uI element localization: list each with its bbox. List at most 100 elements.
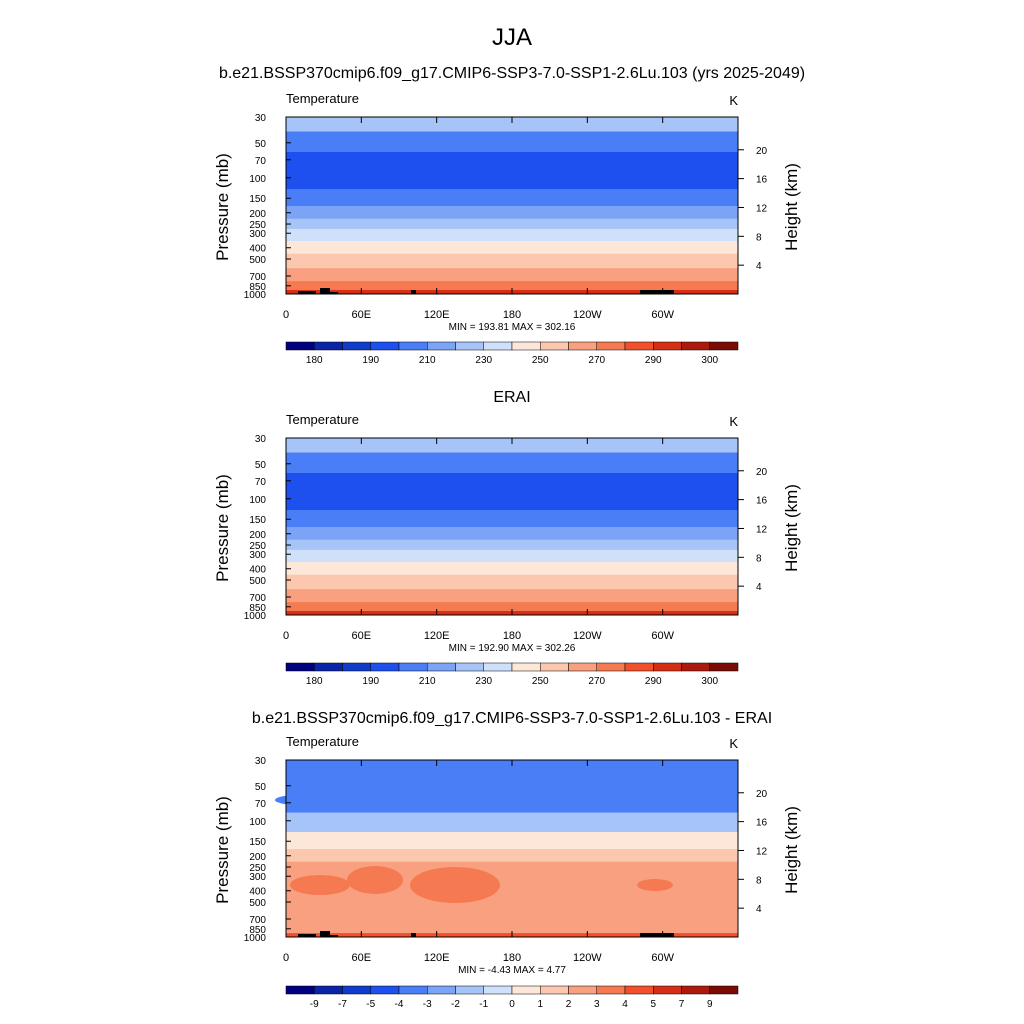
colorbar-cell bbox=[540, 662, 569, 672]
colorbar-label: 1 bbox=[537, 999, 543, 1010]
ytick-label: 500 bbox=[249, 255, 266, 266]
ytick-label: 850 bbox=[249, 282, 266, 293]
contour-band bbox=[286, 849, 738, 863]
contour-band bbox=[286, 861, 738, 873]
colorbar-cell bbox=[709, 662, 739, 672]
ytick-label: 400 bbox=[249, 244, 266, 255]
colorbar-label: 5 bbox=[650, 999, 656, 1010]
topography bbox=[330, 292, 338, 294]
panel-title: ERAI bbox=[493, 389, 530, 406]
colorbar-label: 230 bbox=[475, 676, 492, 687]
colorbar-cell bbox=[568, 985, 597, 995]
contour-band bbox=[286, 438, 738, 454]
xtick-label: 120W bbox=[573, 952, 602, 964]
ylabel-right: Height (km) bbox=[782, 484, 801, 572]
ytick-label: 30 bbox=[255, 113, 267, 124]
ytick-label: 70 bbox=[255, 156, 267, 167]
topography bbox=[640, 290, 674, 294]
colorbar-label: 180 bbox=[306, 676, 323, 687]
contour-band bbox=[286, 812, 738, 833]
ytick-label: 50 bbox=[255, 139, 267, 150]
ylabel: Pressure (mb) bbox=[213, 474, 232, 582]
ytick-label: 100 bbox=[249, 817, 266, 828]
colorbar-cell bbox=[285, 341, 315, 351]
xtick-label: 0 bbox=[283, 630, 289, 642]
contour-band bbox=[286, 562, 738, 576]
colorbar-label: 210 bbox=[419, 355, 436, 366]
ytick-label: 50 bbox=[255, 460, 267, 471]
colorbar-label: 190 bbox=[362, 676, 379, 687]
ytick-label: 150 bbox=[249, 194, 266, 205]
ytick-label: 250 bbox=[249, 541, 266, 552]
colorbar-cell bbox=[427, 341, 456, 351]
xtick-label: 0 bbox=[283, 309, 289, 321]
colorbar-cell bbox=[624, 341, 654, 351]
colorbar-cell bbox=[653, 341, 682, 351]
ytick-label: 500 bbox=[249, 898, 266, 909]
ytick-label: 300 bbox=[249, 550, 266, 561]
colorbar-cell bbox=[285, 662, 315, 672]
colorbar-label: 4 bbox=[622, 999, 628, 1010]
colorbar-cell bbox=[427, 985, 456, 995]
ytick-label: 200 bbox=[249, 852, 266, 863]
ytick-label: 100 bbox=[249, 495, 266, 506]
contour-band bbox=[286, 281, 738, 291]
anomaly-blob bbox=[545, 783, 695, 811]
contour-band bbox=[286, 924, 738, 934]
topography bbox=[298, 291, 316, 294]
topography bbox=[640, 933, 674, 937]
contour-band bbox=[286, 527, 738, 541]
ytick-label: 200 bbox=[249, 209, 266, 220]
anomaly-blob bbox=[290, 875, 350, 895]
height-tick-label: 4 bbox=[756, 261, 762, 272]
height-tick-label: 20 bbox=[756, 789, 768, 800]
xtick-label: 120E bbox=[424, 952, 450, 964]
colorbar-label: -1 bbox=[479, 999, 488, 1010]
height-tick-label: 12 bbox=[756, 846, 768, 857]
ytick-label: 700 bbox=[249, 593, 266, 604]
anomaly-blob bbox=[410, 867, 500, 903]
contour-band bbox=[286, 549, 738, 563]
colorbar-cell bbox=[342, 985, 371, 995]
contour-band bbox=[286, 151, 738, 171]
contour-band bbox=[286, 832, 738, 850]
xtick-label: 180 bbox=[503, 630, 521, 642]
ytick-label: 200 bbox=[249, 530, 266, 541]
height-tick-label: 8 bbox=[756, 232, 762, 243]
panel-0: b.e21.BSSP370cmip6.f09_g17.CMIP6-SSP3-7.… bbox=[213, 65, 805, 366]
anomaly-blob bbox=[347, 866, 403, 894]
minmax-label: MIN = 193.81 MAX = 302.16 bbox=[449, 322, 576, 333]
colorbar-cell bbox=[540, 341, 569, 351]
colorbar-label: 0 bbox=[509, 999, 515, 1010]
units-label: K bbox=[729, 736, 738, 751]
colorbar-cell bbox=[653, 662, 682, 672]
anomaly-blob bbox=[637, 879, 673, 891]
colorbar-cell bbox=[681, 985, 710, 995]
topography bbox=[411, 290, 416, 294]
ylabel-right: Height (km) bbox=[782, 806, 801, 894]
topography bbox=[298, 934, 316, 937]
height-tick-label: 8 bbox=[756, 875, 762, 886]
colorbar-label: 290 bbox=[645, 676, 662, 687]
colorbar-cell bbox=[568, 341, 597, 351]
panel-1: ERAI Temperature K Pressure (mb) Height … bbox=[213, 389, 801, 687]
colorbar-label: 3 bbox=[594, 999, 600, 1010]
contour-band bbox=[286, 911, 738, 925]
colorbar-cell bbox=[370, 985, 400, 995]
colorbar-label: 9 bbox=[707, 999, 713, 1010]
colorbar-label: 290 bbox=[645, 355, 662, 366]
topography bbox=[330, 935, 338, 937]
ylabel-right: Height (km) bbox=[782, 163, 801, 251]
xtick-label: 180 bbox=[503, 309, 521, 321]
ytick-label: 850 bbox=[249, 603, 266, 614]
xtick-label: 60W bbox=[651, 630, 674, 642]
colorbar-cell bbox=[285, 985, 315, 995]
contour-band bbox=[286, 760, 738, 776]
contour-band bbox=[286, 884, 738, 898]
colorbar-label: 190 bbox=[362, 355, 379, 366]
colorbar-label: -4 bbox=[395, 999, 404, 1010]
colorbar-cell bbox=[455, 341, 484, 351]
ytick-label: 100 bbox=[249, 174, 266, 185]
colorbar-cell bbox=[342, 662, 371, 672]
